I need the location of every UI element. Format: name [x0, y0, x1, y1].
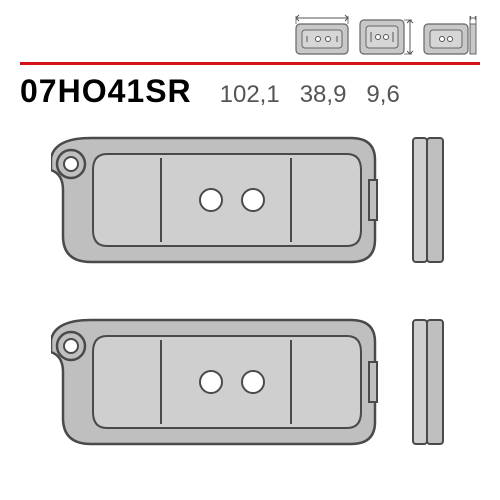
red-divider: [20, 62, 480, 65]
dim-thickness: 9,6: [366, 81, 399, 109]
brake-pad-side-top: [409, 130, 449, 270]
brake-pad-front-top: [51, 130, 381, 270]
part-number: 07HO41SR: [20, 73, 192, 110]
height-dimension-icon: [356, 12, 416, 58]
dim-height: 38,9: [300, 81, 347, 109]
brake-pad-side-bottom: [409, 312, 449, 452]
dimension-icons-row: [20, 12, 480, 58]
brake-pad-front-bottom: [51, 312, 381, 452]
pad-row-bottom: [20, 312, 480, 452]
pads-area: [20, 130, 480, 452]
spec-card: 07HO41SR 102,1 38,9 9,6: [0, 0, 500, 500]
width-dimension-icon: [292, 12, 352, 58]
pad-row-top: [20, 130, 480, 270]
header-row: 07HO41SR 102,1 38,9 9,6: [20, 73, 480, 110]
dimensions-values: 102,1 38,9 9,6: [220, 81, 400, 109]
thickness-dimension-icon: [420, 12, 480, 58]
dim-width: 102,1: [220, 81, 280, 109]
